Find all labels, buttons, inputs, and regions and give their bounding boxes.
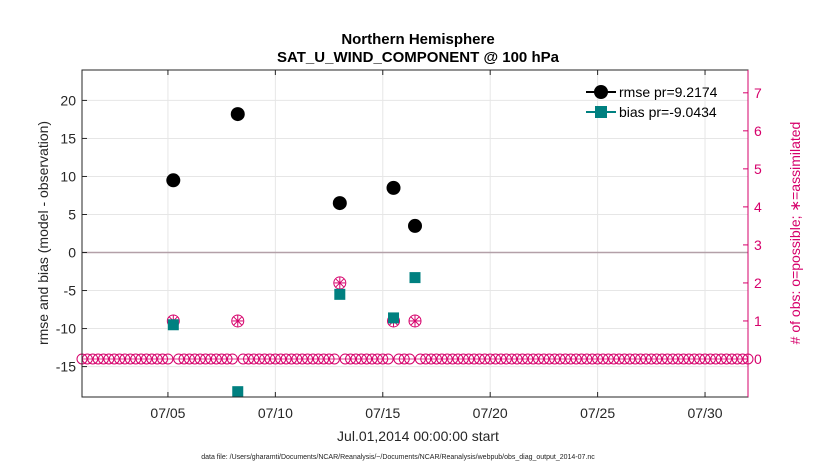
asterisk-stroke [233, 316, 243, 326]
y-axis-label-left: rmse and bias (model - observation) [35, 121, 51, 345]
y-tick-label-right: 2 [754, 275, 762, 291]
x-tick-label: 07/20 [473, 405, 508, 421]
y-axis-right-ticks: 0 1 2 3 4 5 6 7 [743, 70, 762, 397]
y-tick-label: 15 [60, 130, 76, 146]
obs-assimilated-marker [334, 277, 346, 289]
zero-count-markers [76, 353, 754, 365]
legend-bias-marker [595, 106, 607, 118]
bias-series [167, 272, 421, 398]
y-tick-label: 20 [60, 92, 76, 108]
bias-point [334, 288, 346, 300]
legend-rmse-label: rmse pr=9.2174 [619, 84, 718, 100]
bias-point [409, 272, 421, 284]
legend-bias-label: bias pr=-9.0434 [619, 104, 717, 120]
x-tick-label: 07/05 [150, 405, 185, 421]
y-tick-label-right: 1 [754, 313, 762, 329]
rmse-series [166, 107, 422, 233]
y-tick-label: -10 [56, 321, 76, 337]
y-tick-label: -5 [64, 283, 77, 299]
y-tick-label: 0 [68, 245, 76, 261]
y-tick-label-right: 3 [754, 237, 762, 253]
obs-possible-marker [408, 314, 422, 328]
rmse-point [332, 196, 347, 211]
bias-point [232, 386, 244, 398]
legend-rmse-marker [594, 85, 608, 99]
rmse-point [230, 107, 245, 122]
asterisk-stroke [335, 278, 345, 288]
asterisk-stroke [410, 316, 420, 326]
y-tick-label: 5 [68, 206, 76, 222]
y-tick-label-right: 6 [754, 123, 762, 139]
obs-assimilated-marker [232, 315, 244, 327]
x-tick-label: 07/25 [580, 405, 615, 421]
x-tick-label: 07/30 [688, 405, 723, 421]
rmse-point [408, 218, 422, 233]
y-tick-label: 10 [60, 168, 76, 184]
legend: rmse pr=9.2174 bias pr=-9.0434 [586, 84, 718, 120]
y-tick-label-right: 4 [754, 199, 762, 215]
bias-point [167, 319, 179, 331]
y-tick-label-right: 0 [754, 351, 762, 367]
y-tick-label-right: 7 [754, 85, 762, 101]
x-tick-label: 07/15 [365, 405, 400, 421]
y-axis-left-ticks: -15 -10 -5 0 5 10 15 20 [56, 92, 87, 375]
y-tick-label: -15 [56, 359, 76, 375]
obs-assimilated-marker [409, 315, 421, 327]
chart-subtitle: SAT_U_WIND_COMPONENT @ 100 hPa [277, 49, 560, 66]
y-axis-label-right: # of obs: o=possible; ∗=assimilated [787, 122, 803, 345]
y-tick-label-right: 5 [754, 161, 762, 177]
x-axis-ticks: 07/05 07/10 07/15 07/20 07/25 07/30 [150, 70, 723, 421]
footnote: data file: /Users/gharamti/Documents/NCA… [201, 454, 595, 461]
chart-title: Northern Hemisphere [341, 31, 494, 48]
x-tick-label: 07/10 [258, 405, 293, 421]
bias-point [388, 312, 400, 324]
rmse-point [386, 180, 401, 195]
x-axis-label: Jul.01,2014 00:00:00 start [337, 428, 499, 444]
rmse-point [166, 173, 181, 188]
obs-possible-marker [231, 314, 245, 328]
